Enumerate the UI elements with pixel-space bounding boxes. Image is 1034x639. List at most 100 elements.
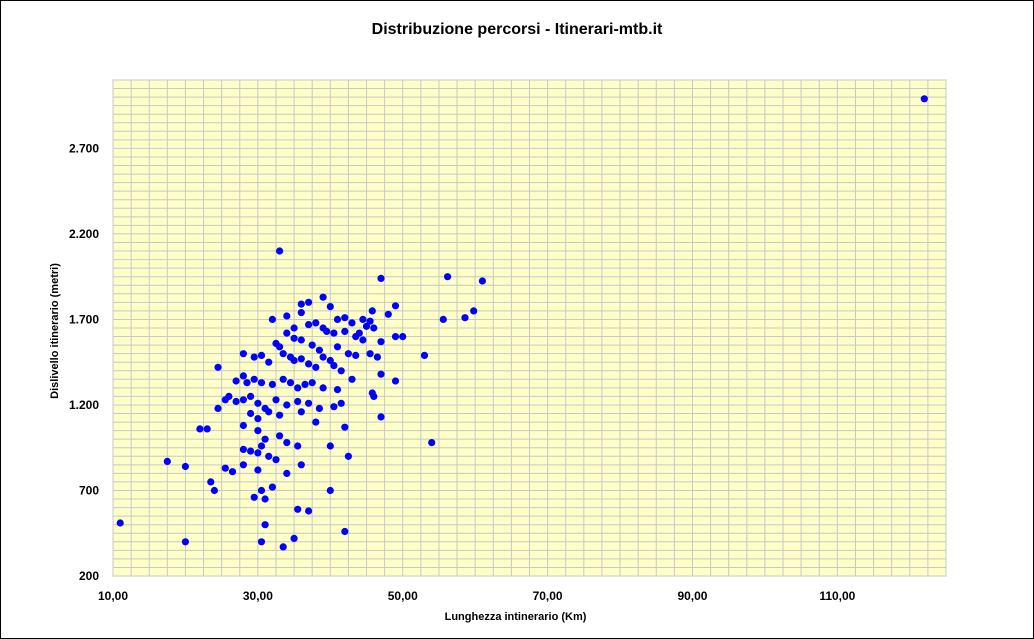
- data-point: [210, 486, 218, 495]
- y-tick-label: 700: [79, 483, 99, 497]
- data-point: [232, 397, 240, 406]
- data-point: [261, 495, 269, 503]
- data-point: [279, 350, 287, 358]
- data-point: [326, 486, 334, 495]
- y-tick-label: 200: [79, 569, 99, 583]
- data-point: [391, 377, 400, 385]
- data-point: [290, 356, 298, 365]
- data-point: [243, 379, 251, 387]
- data-point: [163, 457, 171, 465]
- data-point: [297, 355, 305, 363]
- data-point: [239, 396, 247, 404]
- data-point: [315, 404, 323, 412]
- data-point: [247, 447, 255, 455]
- y-tick-label: 2.200: [69, 227, 99, 241]
- data-point: [268, 315, 276, 323]
- data-point: [254, 399, 262, 407]
- data-point: [312, 418, 320, 426]
- data-point: [377, 413, 385, 421]
- data-point: [391, 302, 400, 310]
- data-point: [239, 421, 247, 430]
- data-point: [228, 468, 237, 476]
- data-point: [181, 538, 189, 546]
- data-point: [294, 442, 302, 450]
- data-point: [428, 439, 436, 447]
- data-point: [377, 370, 385, 378]
- data-point: [478, 277, 486, 285]
- data-point: [297, 336, 305, 344]
- data-point: [239, 350, 247, 358]
- data-point: [326, 356, 334, 365]
- data-point: [279, 543, 287, 551]
- data-point: [214, 404, 222, 412]
- data-point: [254, 415, 262, 423]
- data-point: [276, 343, 284, 351]
- x-tick-label: 10,00: [98, 589, 128, 603]
- data-point: [283, 312, 291, 320]
- data-point: [261, 521, 269, 529]
- data-point: [319, 293, 327, 301]
- data-point: [294, 384, 302, 392]
- data-point: [239, 445, 247, 453]
- data-point: [203, 425, 211, 433]
- data-point: [333, 315, 342, 323]
- chart-title: Distribuzione percorsi - Itinerari-mtb.i…: [372, 21, 663, 38]
- data-point: [232, 377, 240, 385]
- data-point: [221, 396, 229, 404]
- data-point: [276, 247, 284, 255]
- data-point: [312, 363, 320, 371]
- data-point: [337, 399, 345, 407]
- data-point: [276, 411, 284, 419]
- data-point: [257, 379, 266, 387]
- data-point: [359, 336, 367, 344]
- data-point: [444, 273, 452, 281]
- data-point: [391, 333, 400, 341]
- data-point: [257, 486, 266, 495]
- data-point: [399, 333, 407, 341]
- data-point: [250, 493, 258, 501]
- data-point: [265, 408, 273, 416]
- data-point: [326, 303, 334, 311]
- data-point: [297, 461, 305, 469]
- data-point: [250, 375, 258, 383]
- data-point: [250, 353, 258, 361]
- x-tick-label: 70,00: [533, 589, 563, 603]
- data-point: [461, 314, 469, 322]
- data-point: [319, 353, 327, 361]
- data-point: [305, 360, 313, 368]
- data-point: [257, 351, 266, 359]
- data-point: [265, 452, 273, 460]
- data-point: [366, 317, 374, 325]
- data-point: [341, 314, 349, 322]
- data-point: [344, 452, 352, 460]
- data-point: [333, 386, 342, 394]
- data-point: [384, 310, 392, 318]
- data-point: [308, 379, 316, 387]
- y-tick-label: 2.700: [69, 141, 99, 155]
- data-point: [283, 469, 291, 477]
- data-point: [323, 327, 331, 335]
- y-tick-label: 1.200: [69, 398, 99, 412]
- tick-labels: 10,00 30,00 50,00 70,00 90,00 110,00 200 700 1.2…: [69, 141, 856, 603]
- data-point: [279, 375, 287, 383]
- data-point: [290, 534, 298, 543]
- data-point: [333, 343, 342, 351]
- data-point: [301, 380, 309, 388]
- data-point: [312, 319, 320, 327]
- data-points: [116, 95, 928, 551]
- data-point: [315, 346, 323, 354]
- data-point: [377, 338, 385, 346]
- data-point: [247, 409, 255, 418]
- data-point: [368, 307, 376, 315]
- data-point: [920, 95, 928, 103]
- data-point: [272, 396, 280, 404]
- data-point: [290, 334, 298, 342]
- data-point: [239, 372, 247, 380]
- data-point: [257, 538, 266, 546]
- data-point: [254, 466, 262, 474]
- data-point: [207, 478, 215, 486]
- data-point: [294, 397, 302, 406]
- data-point: [341, 527, 349, 536]
- data-point: [276, 432, 284, 440]
